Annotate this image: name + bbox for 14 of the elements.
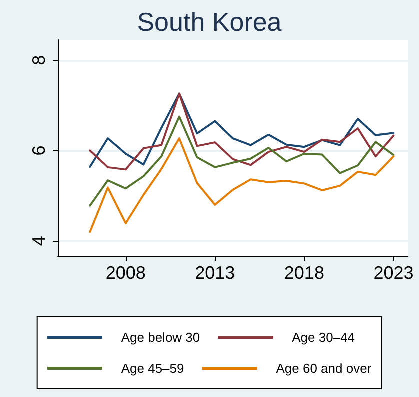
x-tick-label: 2008: [106, 263, 146, 283]
legend-label: Age 60 and over: [276, 361, 372, 376]
legend-label: Age 45–59: [121, 361, 184, 376]
x-tick-label: 2013: [195, 263, 236, 283]
x-tick-label: 2023: [374, 263, 414, 283]
line-series: [89, 116, 395, 207]
x-tick-label: 2018: [284, 263, 324, 283]
legend-label: Age 30–44: [292, 330, 356, 345]
y-tick-label: 8: [29, 55, 49, 66]
y-tick-label: 4: [29, 236, 49, 246]
y-tick-label: 6: [29, 146, 49, 156]
legend-label: Age below 30: [121, 330, 200, 345]
chart-title: South Korea: [137, 7, 282, 37]
line-series: [89, 138, 395, 234]
